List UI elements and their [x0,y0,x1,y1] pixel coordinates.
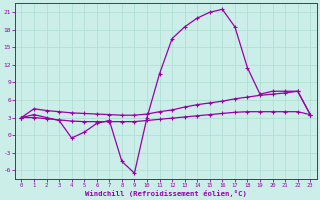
X-axis label: Windchill (Refroidissement éolien,°C): Windchill (Refroidissement éolien,°C) [85,190,247,197]
